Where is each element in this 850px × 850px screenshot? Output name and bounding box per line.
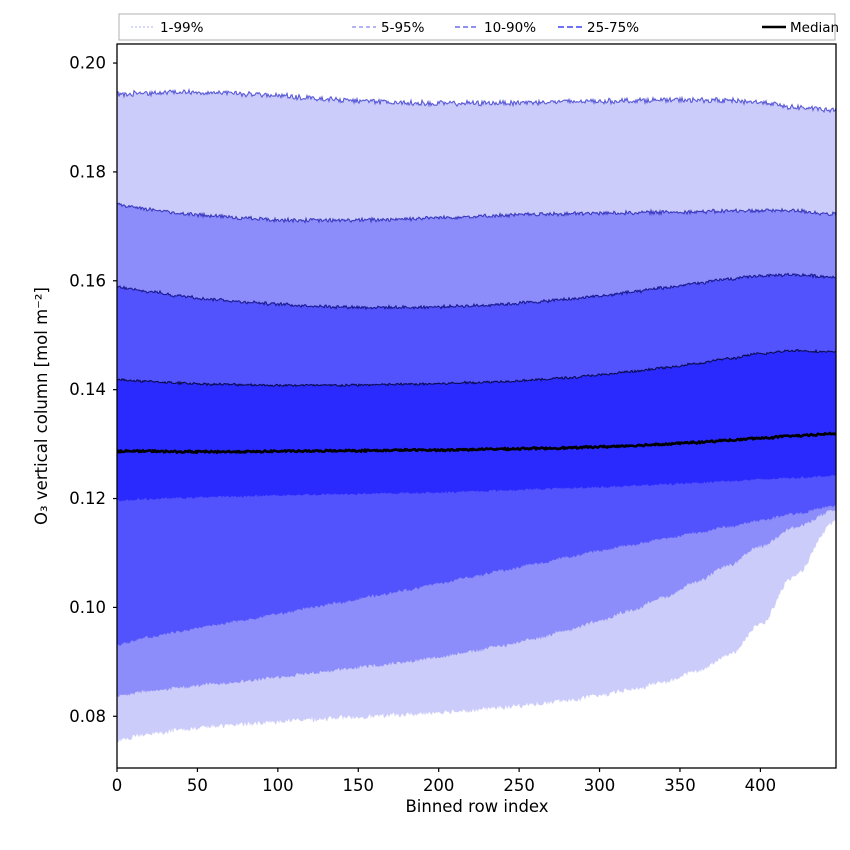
y-tick-label: 0.18 xyxy=(69,162,106,181)
band-5-95-upper-edge xyxy=(117,202,836,224)
axes: 0 50 100 150 200 250 300 350 400 0.08 0.10 0.12 0.1… xyxy=(69,43,837,795)
band-1-99-upper-edge xyxy=(117,87,836,114)
x-tick-label: 350 xyxy=(664,776,696,795)
legend-label-10-90: 10-90% xyxy=(484,20,536,36)
x-tick-label: 250 xyxy=(503,776,535,795)
x-tick-label: 300 xyxy=(584,776,616,795)
y-axis-ticks: 0.08 0.10 0.12 0.14 0.16 0.18 0.20 xyxy=(69,54,117,726)
chart-legend[interactable]: 1-99% 5-95% 10-90% 25-75% Median xyxy=(118,13,839,41)
legend-label-25-75: 25-75% xyxy=(587,20,639,36)
x-tick-label: 50 xyxy=(187,776,208,795)
y-tick-label: 0.16 xyxy=(69,271,106,290)
band-25-75 xyxy=(117,349,836,502)
legend-label-1-99: 1-99% xyxy=(160,20,204,36)
x-axis-ticks: 0 50 100 150 200 250 300 350 400 xyxy=(112,768,776,795)
band-10-90-upper-edge xyxy=(117,272,836,311)
x-axis-title: Binned row index xyxy=(405,797,548,816)
legend-label-median: Median xyxy=(790,20,839,36)
x-tick-label: 400 xyxy=(745,776,777,795)
percentile-bands xyxy=(117,87,836,743)
y-axis-title: O₃ vertical column [mol m⁻²] xyxy=(32,287,51,525)
y-tick-label: 0.20 xyxy=(69,54,106,73)
y-tick-label: 0.10 xyxy=(69,598,106,617)
median-series-line xyxy=(117,431,836,454)
x-tick-label: 200 xyxy=(423,776,455,795)
x-tick-label: 0 xyxy=(112,776,123,795)
band-25-75-upper-edge xyxy=(117,348,836,388)
x-tick-label: 150 xyxy=(343,776,375,795)
y-tick-label: 0.14 xyxy=(69,380,106,399)
axes-frame xyxy=(116,43,837,769)
y-tick-label: 0.12 xyxy=(69,489,106,508)
legend-frame xyxy=(118,13,836,41)
legend-label-5-95: 5-95% xyxy=(381,20,425,36)
y-tick-label: 0.08 xyxy=(69,707,106,726)
x-tick-label: 100 xyxy=(262,776,294,795)
median-line xyxy=(117,431,836,454)
